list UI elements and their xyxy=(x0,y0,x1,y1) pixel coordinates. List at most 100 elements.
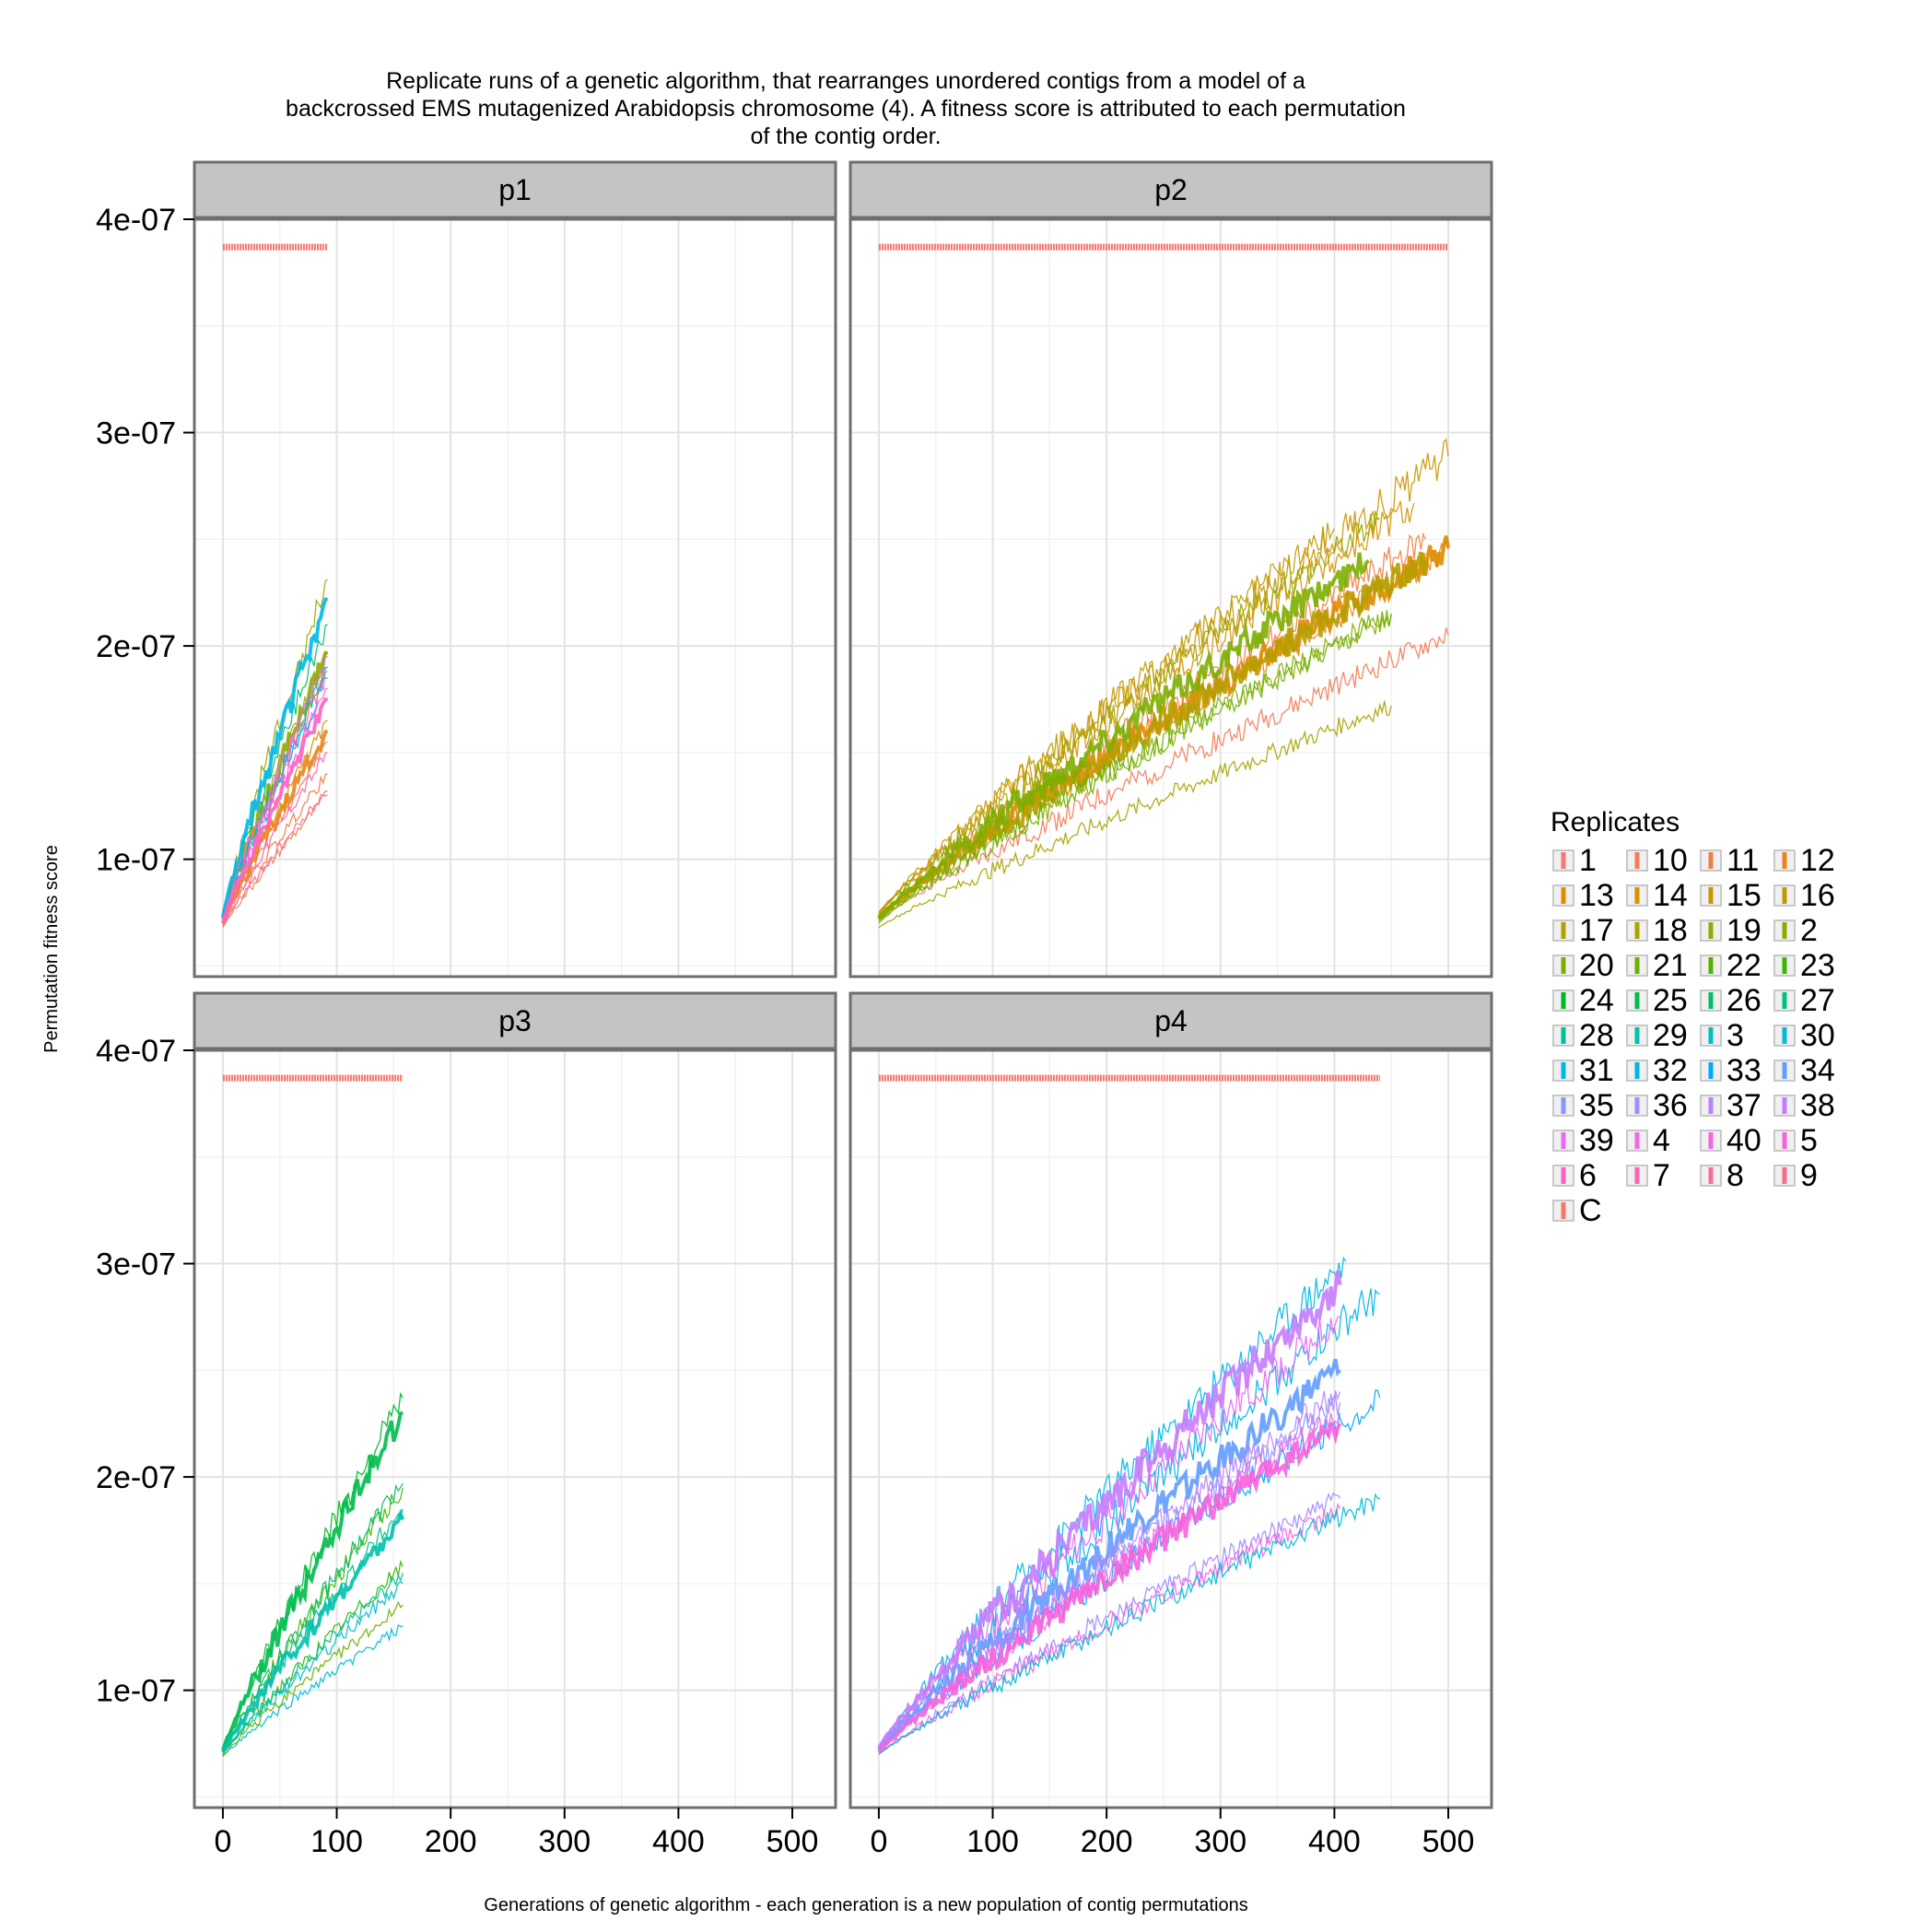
legend-entry-label: 13 xyxy=(1579,878,1614,913)
facet-panel-p4: p4 xyxy=(848,991,1493,1809)
legend-entry-label: 9 xyxy=(1800,1158,1818,1193)
x-tick-label: 0 xyxy=(870,1824,887,1859)
series-21-line xyxy=(222,1600,404,1757)
legend-entry-label: 20 xyxy=(1579,948,1614,983)
series-8-line xyxy=(222,752,328,926)
chart-title-line: of the contig order. xyxy=(750,123,941,149)
y-tick-label: 1e-07 xyxy=(96,1674,176,1709)
series-11-line xyxy=(222,773,328,926)
series-22-line xyxy=(222,1487,404,1753)
chart-title-line: backcrossed EMS mutagenized Arabidopsis … xyxy=(286,96,1406,122)
legend-entry-label: 19 xyxy=(1726,913,1761,948)
panel-background xyxy=(194,219,836,977)
facet-panel-p2: p2 xyxy=(848,160,1493,978)
facet-strip xyxy=(848,991,1493,1050)
series-26-line xyxy=(222,1482,404,1751)
series-30-line xyxy=(878,1493,1380,1755)
facet-panel-p3: p3 xyxy=(193,991,837,1809)
y-tick-label: 2e-07 xyxy=(96,629,176,664)
y-axis-label: Permutation fitness score xyxy=(41,845,62,1053)
series-39-line xyxy=(222,656,328,919)
facet-strip xyxy=(848,160,1493,219)
x-tick-label: 200 xyxy=(1081,1824,1133,1859)
facet-panels: p1 p2 p3 p4 xyxy=(193,160,1493,1809)
x-tick-label: 100 xyxy=(310,1824,363,1859)
series-10-line xyxy=(878,627,1449,919)
legend: Replicates 1 10 11 12 13 14 15 16 17 18 19 2 20 21 22 23… xyxy=(1551,807,1835,1228)
series-15-line xyxy=(878,438,1449,913)
legend-entry-label: 18 xyxy=(1653,913,1688,948)
x-axis-label: Generations of genetic algorithm - each … xyxy=(484,1895,1247,1915)
legend-entry-label: 23 xyxy=(1800,948,1835,983)
x-tick-label: 100 xyxy=(966,1824,1019,1859)
legend-entry-label: 1 xyxy=(1579,843,1597,878)
legend-entry-label: 32 xyxy=(1653,1053,1688,1088)
legend-entry-label: 37 xyxy=(1726,1088,1761,1123)
facet-label: p3 xyxy=(498,1004,532,1037)
legend-entry-label: 24 xyxy=(1579,983,1614,1018)
facet-strip xyxy=(193,160,837,219)
axes: 1e-07 2e-07 3e-07 4e-07 1e-07 2e-07 3e-07 4e-07… xyxy=(96,203,1474,1859)
legend-entry-label: 28 xyxy=(1579,1018,1614,1053)
series-35-line xyxy=(878,1393,1341,1753)
legend-entry-label: 30 xyxy=(1800,1018,1835,1053)
legend-entry-label: 4 xyxy=(1653,1123,1670,1158)
x-tick-label: 200 xyxy=(425,1824,477,1859)
legend-entry-label: 25 xyxy=(1653,983,1688,1018)
chart-title-line: Replicate runs of a genetic algorithm, t… xyxy=(386,68,1305,94)
panel-border xyxy=(848,217,1493,978)
panel-background xyxy=(194,1050,836,1808)
legend-entry-label: 14 xyxy=(1653,878,1688,913)
series-20-line xyxy=(877,552,1370,920)
legend-entry-label: 17 xyxy=(1579,913,1614,948)
series-25-line xyxy=(221,1411,404,1751)
series-9-line xyxy=(222,790,328,926)
y-tick-label: 1e-07 xyxy=(96,843,176,878)
legend-entry-label: 21 xyxy=(1653,948,1688,983)
series-21-line xyxy=(878,611,1392,924)
series-3-line xyxy=(222,1580,404,1755)
series-18-line xyxy=(878,700,1392,929)
legend-entry-label: 40 xyxy=(1726,1123,1761,1158)
facet-strip xyxy=(193,991,837,1050)
legend-title: Replicates xyxy=(1551,807,1679,837)
legend-entry-label: 26 xyxy=(1726,983,1761,1018)
series-13-line xyxy=(222,720,328,924)
series-28-line xyxy=(222,1573,404,1755)
legend-entry-label: 6 xyxy=(1579,1158,1597,1193)
chart-title: Replicate runs of a genetic algorithm, t… xyxy=(286,68,1406,149)
series-30-line xyxy=(222,1623,404,1757)
series-40-line xyxy=(878,1503,1341,1755)
legend-entry-label: 31 xyxy=(1579,1053,1614,1088)
y-tick-label: 3e-07 xyxy=(96,1247,176,1282)
x-tick-label: 400 xyxy=(652,1824,705,1859)
legend-entry-label: 15 xyxy=(1726,878,1761,913)
series-16-line xyxy=(878,522,1335,916)
series-7-line xyxy=(222,671,328,921)
legend-entry-label: 39 xyxy=(1579,1123,1614,1158)
legend-entry-label: 35 xyxy=(1579,1088,1614,1123)
legend-entry-label: 38 xyxy=(1800,1088,1835,1123)
series-6-line xyxy=(220,697,328,924)
legend-entry-label: 27 xyxy=(1800,983,1835,1018)
legend-entry-label: 16 xyxy=(1800,878,1835,913)
x-tick-label: 400 xyxy=(1308,1824,1361,1859)
facet-label: p2 xyxy=(1154,173,1188,206)
y-tick-label: 4e-07 xyxy=(96,1034,176,1069)
panel-border xyxy=(848,1048,1493,1809)
y-tick-label: 3e-07 xyxy=(96,416,176,451)
facet-panel-p1: p1 xyxy=(193,160,837,978)
x-tick-label: 500 xyxy=(767,1824,819,1859)
y-tick-label: 4e-07 xyxy=(96,203,176,238)
series-39-line xyxy=(878,1316,1340,1751)
legend-entry-label: 12 xyxy=(1800,843,1835,878)
x-tick-label: 0 xyxy=(214,1824,231,1859)
legend-entry-label: 33 xyxy=(1726,1053,1761,1088)
series-5-line xyxy=(877,1422,1342,1754)
series-31-line xyxy=(220,597,329,918)
panel-border xyxy=(193,217,837,978)
legend-entry-label: 11 xyxy=(1726,843,1759,878)
facet-label: p1 xyxy=(498,173,532,206)
legend-entry-label: 8 xyxy=(1726,1158,1744,1193)
